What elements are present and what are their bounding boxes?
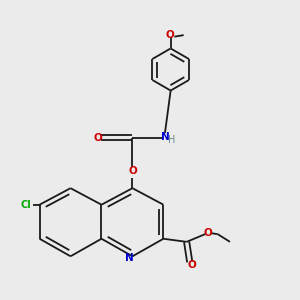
Text: N: N: [160, 132, 169, 142]
Text: O: O: [188, 260, 197, 270]
Text: Cl: Cl: [20, 200, 31, 210]
Text: O: O: [93, 133, 102, 142]
Text: H: H: [168, 135, 176, 145]
Text: O: O: [129, 166, 137, 176]
Text: O: O: [204, 228, 213, 238]
Text: O: O: [165, 29, 174, 40]
Text: N: N: [125, 253, 134, 263]
